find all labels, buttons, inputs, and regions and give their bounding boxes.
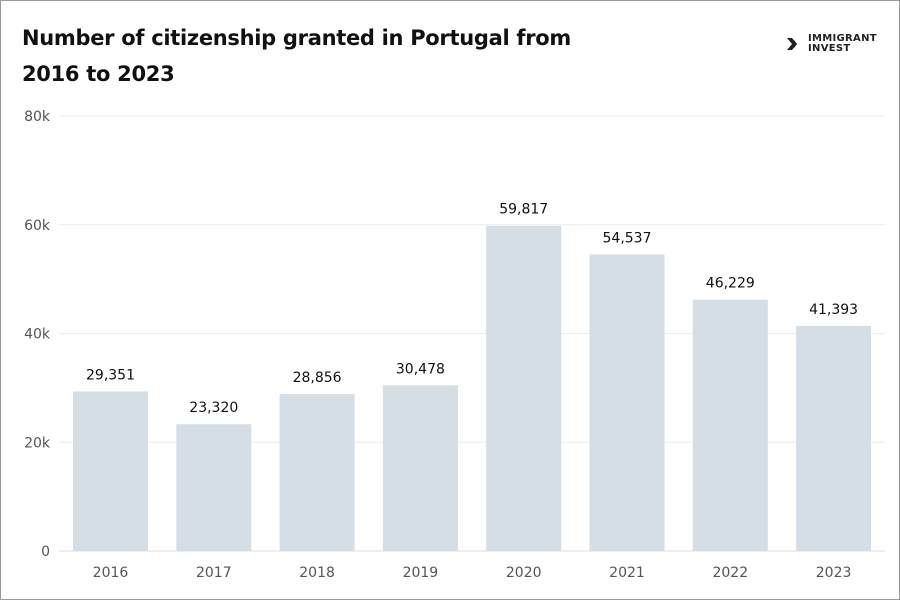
x-tick-label: 2022 <box>712 565 748 581</box>
data-label: 29,351 <box>86 367 135 383</box>
bar-2018 <box>279 394 355 551</box>
x-tick-label: 2023 <box>816 565 852 581</box>
bar-2016 <box>73 391 148 551</box>
data-label: 30,478 <box>396 361 445 377</box>
x-tick-label: 2017 <box>196 565 232 581</box>
bar-2017 <box>176 424 252 551</box>
bar-2020 <box>486 225 562 551</box>
data-label: 28,856 <box>293 370 342 386</box>
bar-2021 <box>589 254 665 551</box>
logo-chevron-icon <box>787 38 797 50</box>
x-tick-label: 2018 <box>299 565 335 581</box>
y-tick-label: 80k <box>24 109 51 125</box>
x-tick-label: 2019 <box>403 565 439 581</box>
x-tick-label: 2021 <box>609 565 645 581</box>
chart-title: Number of citizenship granted in Portuga… <box>22 26 571 86</box>
bar-2023 <box>796 325 872 551</box>
y-tick-label: 20k <box>24 435 51 451</box>
bar-2022 <box>692 299 768 551</box>
data-label: 46,229 <box>706 276 755 292</box>
logo-line2: INVEST <box>808 43 851 54</box>
data-label: 23,320 <box>189 400 238 416</box>
immigrant-invest-logo: IMMIGRANT INVEST <box>786 34 877 54</box>
y-tick-label: 0 <box>41 544 50 560</box>
data-label: 41,393 <box>809 302 858 318</box>
y-tick-label: 40k <box>24 327 51 343</box>
logo-line1: IMMIGRANT <box>808 33 877 44</box>
x-tick-label: 2016 <box>93 565 129 581</box>
data-label: 54,537 <box>603 230 652 246</box>
bar-2019 <box>382 385 458 551</box>
x-tick-label: 2020 <box>506 565 542 581</box>
y-tick-label: 60k <box>24 218 51 234</box>
data-label: 59,817 <box>499 202 548 218</box>
